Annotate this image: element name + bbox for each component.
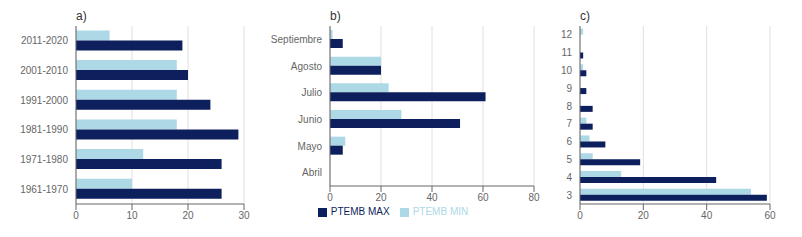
html-text:PTEMB MIN: PTEMB MIN bbox=[412, 206, 469, 217]
svg-text:20: 20 bbox=[375, 192, 387, 203]
svg-text:7: 7 bbox=[566, 118, 572, 129]
svg-text:20: 20 bbox=[638, 210, 650, 221]
svg-text:1961-1970: 1961-1970 bbox=[20, 184, 68, 195]
svg-text:1981-1990: 1981-1990 bbox=[20, 124, 68, 135]
svg-text:5: 5 bbox=[566, 154, 572, 165]
svg-text:0: 0 bbox=[73, 210, 79, 221]
html-text:b): b) bbox=[330, 9, 341, 23]
svg-text:60: 60 bbox=[764, 210, 776, 221]
html-text:a): a) bbox=[76, 9, 87, 23]
svg-text:1991-2000: 1991-2000 bbox=[20, 95, 68, 106]
svg-text:8: 8 bbox=[566, 101, 572, 112]
svg-text:11: 11 bbox=[562, 47, 573, 58]
svg-text:30: 30 bbox=[238, 210, 250, 221]
svg-text:2001-2010: 2001-2010 bbox=[20, 65, 68, 76]
svg-text:0: 0 bbox=[327, 192, 333, 203]
svg-text:6: 6 bbox=[566, 136, 572, 147]
svg-text:Septiembre: Septiembre bbox=[271, 34, 323, 45]
svg-text:Agosto: Agosto bbox=[291, 61, 323, 72]
svg-text:10: 10 bbox=[126, 210, 138, 221]
svg-text:40: 40 bbox=[701, 210, 713, 221]
svg-text:80: 80 bbox=[528, 192, 540, 203]
svg-text:12: 12 bbox=[561, 29, 573, 40]
svg-text:3: 3 bbox=[566, 190, 572, 201]
svg-text:Junio: Junio bbox=[298, 114, 322, 125]
svg-text:Mayo: Mayo bbox=[298, 141, 323, 152]
svg-text:1971-1980: 1971-1980 bbox=[20, 154, 68, 165]
html-text:c): c) bbox=[580, 9, 590, 23]
svg-text:20: 20 bbox=[182, 210, 194, 221]
svg-text:Abril: Abril bbox=[302, 167, 322, 178]
svg-text:Julio: Julio bbox=[301, 87, 322, 98]
html-text:PTEMB MAX: PTEMB MAX bbox=[330, 206, 390, 217]
svg-text:2011-2020: 2011-2020 bbox=[21, 35, 69, 46]
svg-text:4: 4 bbox=[566, 172, 572, 183]
svg-text:60: 60 bbox=[477, 192, 489, 203]
svg-text:0: 0 bbox=[577, 210, 583, 221]
svg-text:9: 9 bbox=[566, 83, 572, 94]
svg-text:40: 40 bbox=[426, 192, 438, 203]
svg-text:10: 10 bbox=[561, 65, 573, 76]
